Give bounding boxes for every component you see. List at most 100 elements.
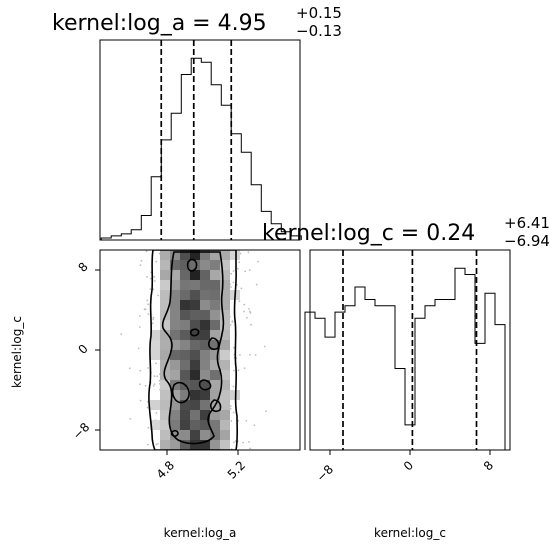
density-cell	[190, 260, 200, 270]
contour-inner-5	[189, 328, 200, 337]
density-cell	[190, 290, 200, 300]
scatter-point	[151, 322, 154, 325]
density-cell	[220, 410, 230, 420]
density-cell	[210, 270, 220, 280]
density-cell	[200, 370, 210, 380]
density-cell	[220, 290, 230, 300]
scatter-point	[257, 260, 259, 263]
density-cell	[210, 250, 220, 260]
histogram-log_c	[304, 267, 506, 450]
x-tick-log_c-neg8: −8	[314, 462, 336, 484]
density-cell	[210, 380, 220, 390]
density-cell	[170, 330, 180, 340]
density-cell	[190, 340, 200, 350]
density-cell	[180, 390, 190, 400]
density-cell	[210, 420, 220, 430]
density-cell	[220, 380, 230, 390]
density-cell	[200, 270, 210, 280]
contours	[148, 250, 239, 450]
density-cell	[210, 310, 220, 320]
density-cell	[160, 280, 170, 290]
scatter-point	[155, 443, 158, 446]
density-cell	[150, 330, 160, 340]
scatter-point	[238, 261, 241, 264]
density-cell	[190, 380, 200, 390]
density-cell	[220, 260, 230, 270]
density-cell	[180, 270, 190, 280]
scatter-point	[154, 280, 156, 282]
scatter-point	[155, 412, 158, 414]
density-cell	[160, 330, 170, 340]
scatter-point	[263, 345, 266, 348]
density-cell	[160, 290, 170, 300]
density-cell	[200, 430, 210, 440]
density-cell	[210, 430, 220, 440]
scatter-point	[152, 385, 155, 387]
scatter-point	[245, 420, 248, 422]
density-cell	[170, 430, 180, 440]
scatter-point	[143, 308, 146, 311]
scatter-point	[149, 288, 152, 290]
density-cell	[210, 280, 220, 290]
title-log_c-param: kernel:log_c	[262, 221, 394, 246]
density-cell	[220, 270, 230, 280]
contour-inner-4	[207, 337, 220, 351]
density-cell	[160, 350, 170, 360]
scatter-point	[234, 440, 237, 442]
density-cell	[170, 270, 180, 280]
title-log_c-lower: −6.94	[504, 232, 550, 250]
density-cell	[220, 310, 230, 320]
density-cell	[190, 280, 200, 290]
panel-joint: 4.8 5.2 8 0 −8 kernel:log_a kernel:log_c	[10, 249, 301, 540]
scatter-point	[157, 294, 160, 297]
scatter-point	[139, 399, 142, 402]
density-cell	[210, 360, 220, 370]
scatter-point	[153, 383, 156, 386]
density-cell	[200, 330, 210, 340]
scatter-point	[237, 369, 240, 371]
scatter-point	[231, 320, 234, 322]
density-cell	[170, 350, 180, 360]
density-cell	[170, 250, 180, 260]
density-cell	[180, 300, 190, 310]
density-cell	[160, 250, 170, 260]
title-log_c-upper: +6.41	[504, 214, 550, 232]
axes-frame-log_c	[309, 249, 511, 451]
density-cell	[160, 400, 170, 410]
scatter-point	[153, 275, 156, 278]
density-cell	[160, 410, 170, 420]
density-cell	[180, 290, 190, 300]
density-cell	[200, 400, 210, 410]
xlabel-log_a: kernel:log_a	[164, 526, 237, 540]
density-cell	[150, 420, 160, 430]
scatter-point	[230, 420, 233, 422]
quantile-lines-log_c	[342, 250, 478, 450]
scatter-point	[147, 303, 149, 306]
scatter-point	[247, 251, 250, 254]
scatter-point	[157, 443, 159, 445]
density-cell	[200, 390, 210, 400]
density-cell	[180, 370, 190, 380]
scatter-point	[144, 384, 147, 387]
y-ticks-joint: 8 0 −8	[70, 260, 100, 442]
density-cell	[210, 300, 220, 310]
density-cell	[200, 440, 210, 450]
scatter-point	[238, 300, 241, 303]
scatter-point	[147, 443, 149, 446]
density-cell	[190, 440, 200, 450]
density-cell	[210, 290, 220, 300]
density-cell	[180, 350, 190, 360]
density-cell	[210, 350, 220, 360]
density-cell	[180, 410, 190, 420]
scatter-point	[230, 272, 233, 275]
density-cell	[210, 320, 220, 330]
density-cell	[190, 360, 200, 370]
scatter-point	[253, 424, 256, 427]
scatter-point	[153, 375, 156, 378]
density-cell	[210, 340, 220, 350]
scatter-point	[265, 410, 267, 413]
scatter-point	[249, 447, 252, 450]
density-cell	[180, 320, 190, 330]
density-cell	[190, 370, 200, 380]
